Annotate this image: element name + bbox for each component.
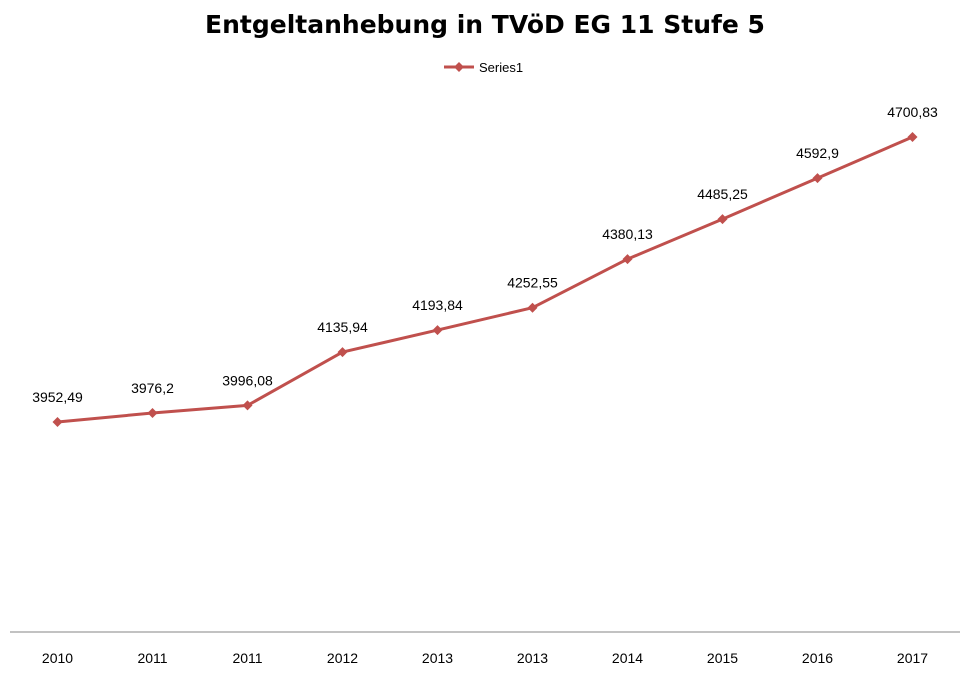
x-tick-label: 2010 (42, 650, 73, 666)
data-label: 4252,55 (507, 275, 558, 291)
x-tick-label: 2011 (137, 650, 167, 666)
x-tick-label: 2016 (802, 650, 833, 666)
x-tick-label: 2013 (517, 650, 548, 666)
series-line (57, 135, 914, 424)
legend-diamond-icon (454, 62, 464, 72)
data-label: 3996,08 (222, 372, 273, 388)
data-point-marker (52, 417, 63, 427)
legend-entry-series1: Series1 (479, 60, 523, 75)
x-tick-label: 2012 (327, 650, 358, 666)
data-labels: 3952,49 3976,2 3996,08 4135,94 4193,84 4252,5… (32, 104, 938, 405)
data-point-marker (717, 214, 728, 225)
data-label: 4135,94 (317, 319, 368, 335)
data-label: 4380,13 (602, 226, 653, 242)
x-axis-tick-labels: 2010 2011 2011 2012 2013 2013 2014 2015 2016 2017 (42, 650, 928, 666)
data-point-marker (622, 254, 633, 265)
series-series1 (52, 132, 918, 427)
chart-title: Entgeltanhebung in TVöD EG 11 Stufe 5 (205, 10, 765, 39)
data-point-marker (242, 400, 253, 411)
data-label: 3976,2 (131, 380, 174, 396)
legend: Series1 (444, 60, 523, 75)
data-point-marker (432, 325, 443, 336)
x-tick-label: 2014 (612, 650, 643, 666)
x-tick-label: 2011 (232, 650, 262, 666)
data-label: 4485,25 (697, 186, 748, 202)
data-point-marker (147, 407, 158, 418)
data-point-marker (907, 132, 918, 142)
data-label: 4592,9 (796, 145, 839, 161)
data-label: 4193,84 (412, 297, 463, 313)
x-tick-label: 2015 (707, 650, 738, 666)
data-point-marker (337, 347, 348, 358)
data-label: 4700,83 (887, 104, 938, 120)
x-tick-label: 2013 (422, 650, 453, 666)
data-label: 3952,49 (32, 389, 83, 405)
x-tick-label: 2017 (897, 650, 928, 666)
data-point-marker (527, 302, 538, 313)
data-point-marker (812, 173, 823, 184)
